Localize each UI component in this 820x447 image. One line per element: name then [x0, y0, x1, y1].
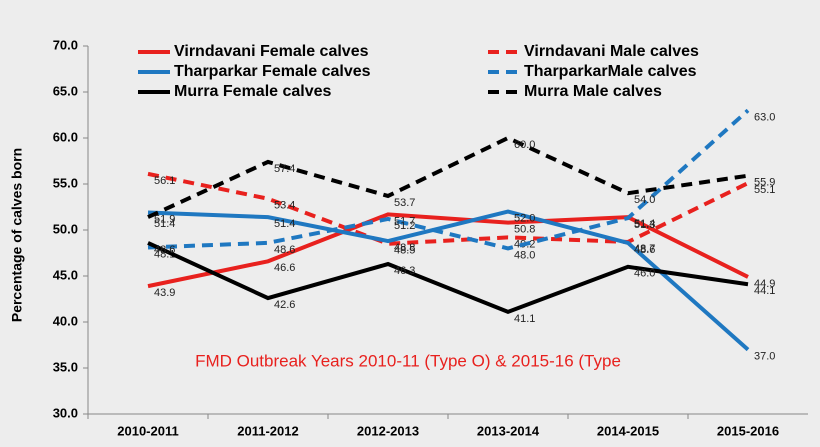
legend-label: TharparkarMale calves	[524, 63, 697, 80]
x-tick-label: 2015-2016	[717, 423, 779, 438]
data-label: 63.0	[754, 111, 775, 123]
data-label: 42.6	[274, 299, 295, 311]
data-label: 51.4	[634, 218, 655, 230]
legend-label: Tharparkar Female calves	[174, 63, 371, 80]
data-label: 37.0	[754, 351, 775, 363]
data-label: 48.5	[394, 245, 415, 257]
x-tick-label: 2013-2014	[477, 423, 540, 438]
data-label: 51.3	[634, 219, 655, 231]
series-line	[147, 135, 749, 219]
legend-label: Murra Male calves	[524, 83, 662, 100]
data-label: 54.0	[634, 194, 655, 206]
data-label: 53.7	[394, 197, 415, 209]
data-label: 46.6	[274, 262, 295, 274]
y-tick-label: 55.0	[53, 175, 78, 190]
x-tick-label: 2012-2013	[357, 423, 419, 438]
data-label: 48.6	[274, 244, 295, 256]
data-label: 55.9	[754, 177, 775, 189]
data-label: 48.0	[514, 249, 535, 261]
data-label: 44.9	[754, 278, 775, 290]
data-label: 52.0	[514, 213, 535, 225]
x-tick-label: 2010-2011	[117, 423, 178, 438]
y-tick-label: 60.0	[53, 129, 78, 144]
series-line	[147, 209, 750, 352]
series-line	[147, 241, 749, 315]
data-label: 55.1	[754, 184, 775, 196]
data-label: 51.9	[154, 213, 175, 225]
data-label: 60.0	[514, 139, 535, 151]
x-tick-label: 2014-2015	[597, 423, 659, 438]
legend-label: Murra Female calves	[174, 83, 332, 100]
data-label: 46.3	[394, 265, 415, 277]
data-label: 53.4	[274, 200, 295, 212]
data-label: 51.2	[394, 220, 415, 232]
legend-label: Virndavani Female calves	[174, 43, 369, 60]
data-label: 43.9	[154, 287, 175, 299]
y-tick-label: 65.0	[53, 83, 78, 98]
data-label: 57.4	[274, 163, 295, 175]
y-tick-label: 70.0	[53, 37, 78, 52]
y-tick-label: 35.0	[53, 359, 78, 374]
y-tick-label: 50.0	[53, 221, 78, 236]
series-line	[147, 171, 749, 246]
data-label: 50.8	[514, 224, 535, 236]
data-label: 48.6	[634, 244, 655, 256]
y-axis-title: Percentage of calves born	[9, 148, 25, 322]
data-label: 56.1	[154, 175, 175, 187]
data-label: 44.1	[754, 285, 775, 297]
y-tick-label: 45.0	[53, 267, 78, 282]
data-label: 51.4	[154, 218, 175, 230]
annotation: FMD Outbreak Years 2010-11 (Type O) & 20…	[195, 351, 621, 370]
series-line	[147, 108, 750, 251]
legend-label: Virndavani Male calves	[524, 43, 699, 60]
series-line	[147, 212, 749, 289]
data-label: 51.4	[274, 218, 295, 230]
data-label: 41.1	[514, 313, 535, 325]
data-label: 48.6	[154, 244, 175, 256]
data-label: 48.1	[154, 248, 175, 260]
data-label: 46.0	[634, 268, 655, 280]
y-tick-label: 30.0	[53, 405, 78, 420]
y-tick-label: 40.0	[53, 313, 78, 328]
data-label: 48.8	[394, 242, 415, 254]
x-tick-label: 2011-2012	[237, 423, 298, 438]
